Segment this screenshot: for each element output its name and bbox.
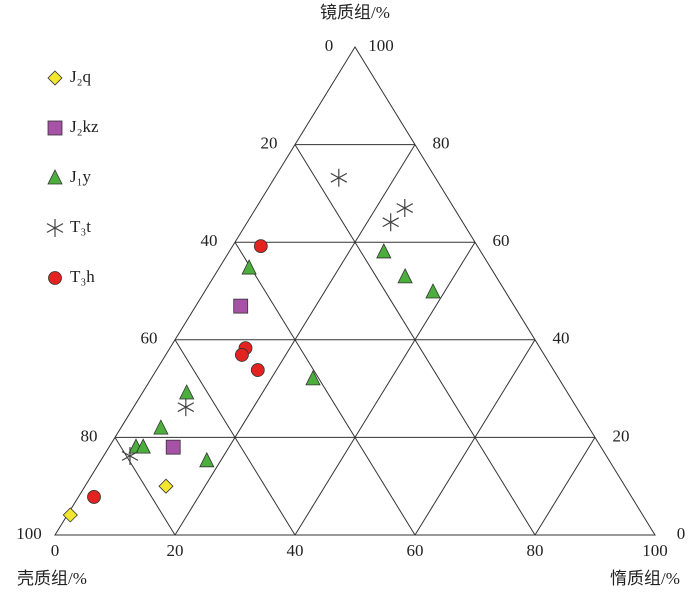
point <box>250 363 265 377</box>
tick-label: 20 <box>167 541 184 560</box>
tick-label: 80 <box>81 426 98 445</box>
point <box>121 446 139 465</box>
legend-marker <box>47 120 63 136</box>
point <box>153 419 169 435</box>
point <box>199 451 215 468</box>
tick-label: 0 <box>677 524 686 543</box>
grid-line <box>174 144 416 536</box>
tick-label: 40 <box>201 231 218 250</box>
point <box>382 213 399 232</box>
grid-line <box>294 241 476 536</box>
point <box>62 507 78 523</box>
tick-label: 0 <box>325 36 334 55</box>
point <box>376 243 392 259</box>
tick-label: 80 <box>433 134 450 153</box>
point <box>135 438 151 454</box>
point <box>241 259 257 275</box>
grid-line <box>414 339 536 536</box>
legend-marker <box>47 70 63 86</box>
tick-label: 80 <box>527 541 544 560</box>
point <box>233 298 249 314</box>
tick-label: 60 <box>407 541 424 560</box>
grid-line <box>534 437 596 536</box>
triangle-frame <box>54 46 656 536</box>
axis-label: 壳质组/% <box>17 569 87 588</box>
axis-label: 惰质组/% <box>610 569 680 588</box>
legend-label: J₁y <box>70 167 92 186</box>
point <box>397 267 413 284</box>
legend-label: T₃t <box>70 217 91 236</box>
point <box>177 398 195 417</box>
point <box>158 478 174 494</box>
point <box>305 369 321 386</box>
tick-label: 60 <box>493 231 510 250</box>
point <box>179 384 195 400</box>
axis-label: 镜质组/% <box>320 3 390 22</box>
legend-marker <box>48 271 62 285</box>
tick-label: 20 <box>261 134 278 153</box>
point <box>165 439 181 455</box>
legend-marker <box>47 169 63 185</box>
point <box>330 168 348 187</box>
point <box>234 348 249 362</box>
legend-marker <box>46 219 64 237</box>
legend-label: J₂q <box>70 67 92 86</box>
legend-label: J₂kz <box>70 117 99 136</box>
tick-label: 100 <box>642 541 668 560</box>
tick-label: 60 <box>141 329 158 348</box>
point <box>425 283 441 299</box>
tick-label: 40 <box>553 329 570 348</box>
tick-label: 20 <box>613 426 630 445</box>
tick-label: 0 <box>51 541 60 560</box>
point <box>396 199 414 218</box>
tick-label: 100 <box>16 524 42 543</box>
point <box>253 239 268 254</box>
tick-label: 100 <box>368 36 394 55</box>
grid-line <box>234 241 416 536</box>
point <box>87 490 101 504</box>
tick-label: 40 <box>287 541 304 560</box>
legend-label: T₃h <box>70 267 95 286</box>
